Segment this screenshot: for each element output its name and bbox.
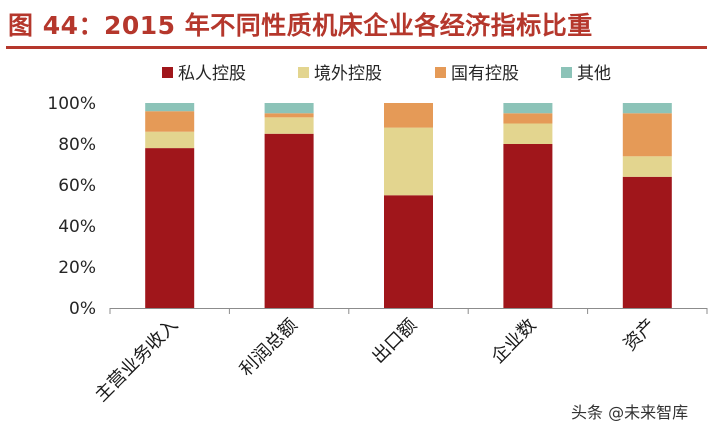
legend-label-4: 其他 xyxy=(577,64,611,84)
x-axis: 主营业务收入 利润总额 出口额 企业数 资产 xyxy=(91,308,708,406)
x-category-label: 资产 xyxy=(620,315,660,355)
bars xyxy=(145,103,672,308)
y-axis: 0% 20% 40% 60% 80% 100% xyxy=(47,94,96,319)
title-rule xyxy=(6,46,707,49)
bar-segment xyxy=(264,117,314,134)
bar-segment xyxy=(264,103,314,114)
bar-segment xyxy=(264,133,314,308)
bar-segment xyxy=(264,113,314,118)
watermark: 头条 @未来智库 xyxy=(571,403,689,422)
bar-segment xyxy=(503,103,553,114)
y-tick-label: 100% xyxy=(47,94,96,114)
x-category-label: 出口额 xyxy=(368,315,421,368)
bar-segment xyxy=(622,176,672,308)
y-tick-label: 0% xyxy=(69,299,96,319)
legend-swatch-2 xyxy=(298,67,309,78)
bar-segment xyxy=(384,103,433,128)
bar-segment xyxy=(384,127,433,196)
bar-segment xyxy=(145,103,195,112)
legend-label-1: 私人控股 xyxy=(178,64,246,84)
legend: 私人控股 境外控股 国有控股 其他 xyxy=(162,64,611,84)
bar-segment xyxy=(503,144,553,308)
y-tick-label: 60% xyxy=(58,176,96,196)
bar-segment xyxy=(503,123,553,144)
bar-segment xyxy=(622,156,672,177)
bar-segment xyxy=(622,103,672,114)
figure-title: 图 44：2015 年不同性质机床企业各经济指标比重 xyxy=(8,11,593,40)
bar-segment xyxy=(384,195,433,308)
x-category-label: 利润总额 xyxy=(236,315,302,381)
legend-label-2: 境外控股 xyxy=(314,64,382,84)
bar-segment xyxy=(145,148,195,308)
y-tick-label: 80% xyxy=(58,135,96,155)
x-category-label: 主营业务收入 xyxy=(91,315,182,406)
legend-swatch-3 xyxy=(435,67,446,78)
y-tick-label: 40% xyxy=(58,217,96,237)
bar-segment xyxy=(622,113,672,157)
bar-segment xyxy=(503,113,553,124)
legend-swatch-1 xyxy=(162,67,173,78)
bar-segment xyxy=(145,131,195,149)
y-tick-label: 20% xyxy=(58,258,96,278)
x-category-label: 企业数 xyxy=(487,315,540,368)
bar-segment xyxy=(145,111,195,132)
legend-label-3: 国有控股 xyxy=(451,64,519,84)
legend-swatch-4 xyxy=(561,67,572,78)
